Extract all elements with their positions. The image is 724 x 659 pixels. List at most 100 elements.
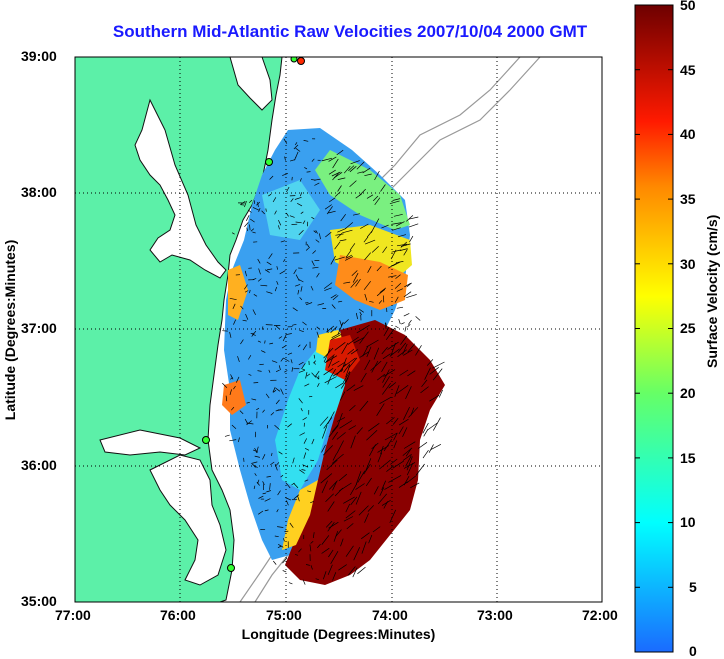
velocity-vector [316, 326, 320, 330]
velocity-vector [264, 498, 271, 502]
velocity-vector [298, 279, 304, 283]
velocity-vector [341, 322, 344, 326]
velocity-vector [332, 572, 337, 581]
velocity-vector [383, 327, 390, 337]
velocity-vector [337, 185, 342, 192]
velocity-vector [337, 417, 346, 422]
velocity-vector [359, 351, 370, 358]
velocity-vector [291, 367, 294, 372]
colorbar-tick: 20 [680, 385, 696, 401]
velocity-vector [246, 227, 249, 232]
velocity-vector [397, 342, 407, 354]
velocity-vector [285, 482, 291, 489]
velocity-vector [350, 349, 359, 355]
velocity-vector [406, 282, 412, 287]
velocity-vector [408, 407, 419, 418]
velocity-vector [365, 477, 372, 487]
velocity-vector [298, 229, 304, 236]
velocity-vector [229, 389, 232, 395]
velocity-vector [325, 493, 334, 502]
velocity-vector [244, 200, 247, 208]
velocity-vector [303, 452, 307, 459]
velocity-vector [282, 570, 287, 573]
velocity-vector [364, 173, 372, 177]
velocity-vector [399, 248, 408, 251]
velocity-vector [383, 501, 389, 509]
velocity-vector [298, 369, 306, 373]
velocity-vector [323, 417, 333, 429]
velocity-vector [393, 213, 403, 217]
velocity-vector [295, 221, 302, 224]
velocity-vector [229, 297, 237, 301]
velocity-vector [343, 319, 349, 325]
velocity-vector [340, 538, 344, 547]
velocity-vector [304, 447, 310, 451]
velocity-vector [415, 345, 422, 356]
velocity-vector [428, 444, 434, 453]
velocity-vector [290, 198, 294, 203]
velocity-field-darkred [285, 320, 445, 585]
velocity-vector [364, 293, 368, 301]
velocity-vector [364, 239, 376, 245]
velocity-vector [339, 391, 346, 401]
velocity-vector [345, 503, 351, 513]
velocity-vector [299, 192, 303, 197]
radar-station-marker [265, 158, 273, 166]
velocity-vector [379, 396, 392, 405]
velocity-vector [230, 374, 234, 380]
velocity-vector [252, 309, 256, 315]
velocity-vector [320, 473, 333, 484]
velocity-vector [348, 425, 357, 431]
velocity-vector [374, 170, 380, 181]
velocity-vector [330, 326, 338, 334]
velocity-vector [278, 219, 282, 226]
velocity-vector [315, 578, 320, 581]
velocity-vector [367, 505, 374, 512]
velocity-vector [310, 565, 313, 570]
velocity-vector [348, 165, 355, 172]
velocity-vector [288, 582, 293, 585]
velocity-vector [315, 239, 320, 243]
velocity-vector [300, 286, 303, 292]
velocity-vector [330, 551, 339, 564]
velocity-vector [392, 417, 399, 425]
velocity-vector [311, 216, 315, 220]
velocity-vector [264, 269, 270, 273]
radar-station-marker [202, 436, 210, 444]
velocity-vector [367, 266, 372, 273]
velocity-vector [269, 483, 271, 490]
velocity-vector [231, 424, 237, 429]
velocity-vector [265, 208, 267, 212]
x-tick: 73:00 [477, 607, 513, 623]
velocity-vector [392, 460, 404, 469]
velocity-vector [278, 365, 281, 371]
velocity-vector [300, 408, 303, 412]
velocity-vector [305, 564, 310, 566]
velocity-vector [338, 300, 343, 303]
velocity-vector [286, 212, 289, 217]
velocity-vector [347, 336, 359, 345]
velocity-vector [285, 333, 292, 336]
velocity-vector [366, 429, 378, 441]
velocity-vector [337, 412, 343, 427]
velocity-vector [382, 382, 391, 395]
velocity-vector [361, 541, 367, 554]
velocity-vector [305, 372, 308, 379]
velocity-vector [330, 334, 342, 341]
velocity-vector [346, 523, 354, 530]
velocity-vector [345, 510, 356, 519]
velocity-vector [343, 281, 351, 284]
velocity-vector [398, 426, 404, 435]
velocity-vector [337, 177, 346, 180]
velocity-vector [323, 368, 334, 376]
velocity-vector [229, 331, 232, 338]
velocity-vector [324, 376, 337, 384]
velocity-vector [345, 254, 353, 259]
velocity-vector [400, 335, 408, 345]
colorbar-ticks [635, 4, 673, 588]
pamlico-sound [149, 454, 227, 586]
velocity-vector [260, 284, 268, 287]
velocity-vector [246, 420, 252, 426]
velocity-vector [381, 346, 388, 355]
